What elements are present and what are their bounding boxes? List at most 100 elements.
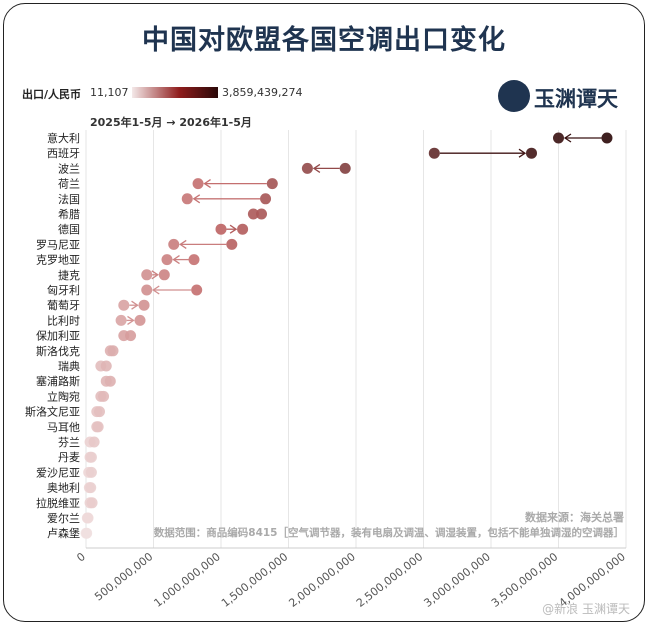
point-2026 [237,223,249,235]
x-tick-label: 2,000,000,000 [286,550,357,610]
point-2025 [256,208,267,220]
x-tick-label: 1,000,000,000 [151,550,222,610]
legend-label: 出口/人民币 [22,88,82,101]
point-2025 [141,269,153,281]
country-label: 西班牙 [47,147,80,160]
change-arrowhead [131,300,139,310]
point-2026 [86,497,98,509]
point-2026 [85,451,97,463]
legend-max: 3,859,439,274 [222,86,303,99]
point-2026 [553,132,564,144]
change-arrowhead [127,315,135,325]
point-2025 [188,254,200,266]
data-source: 数据来源：海关总署 [525,511,624,524]
country-label: 保加利亚 [36,329,80,343]
point-2026 [88,436,100,448]
point-2026 [100,360,112,372]
point-2025 [601,132,613,144]
country-label: 爱沙尼亚 [36,466,80,479]
point-2025 [260,193,272,205]
point-2026 [94,406,105,418]
point-2025 [428,147,440,159]
country-label: 罗马尼亚 [36,238,80,251]
change-arrowhead [151,270,159,280]
point-2026 [158,269,170,281]
point-2026 [192,178,204,190]
point-2026 [104,375,116,387]
brand-logo-icon [498,80,530,112]
country-label: 卢森堡 [47,526,80,540]
x-tick-label: 500,000,000 [92,550,155,603]
point-2026 [82,512,94,524]
point-2026 [526,147,537,159]
country-label: 斯洛伐克 [36,344,80,358]
dumbbell-plot: 0 500,000,0001,000,000,0001,500,000,0002,… [25,130,628,610]
x-tick-label: 2,500,000,000 [354,550,425,610]
data-scope: 数据范围：商品编码8415［空气调节器，装有电扇及调温、调湿装置，包括不能单独调… [153,527,624,539]
point-2025 [118,299,130,311]
chart-title: 中国对欧盟各国空调出口变化 [142,25,506,56]
point-2026 [85,466,97,478]
legend-color-bar [132,87,218,98]
point-2026 [125,330,137,342]
point-2026 [161,254,173,266]
country-label: 芬兰 [58,436,80,449]
change-arrowhead [192,194,201,204]
country-label: 奥地利 [47,481,80,495]
country-label: 捷克 [58,268,80,282]
point-2026 [85,482,97,494]
x-tick-label: 0 [74,550,88,565]
change-arrowhead [203,179,211,189]
point-2026 [107,345,119,357]
country-label: 塞浦路斯 [36,374,80,388]
point-2025 [339,162,351,174]
change-arrowhead [179,239,187,249]
country-label: 瑞典 [58,359,80,373]
x-tick-label: 1,500,000,000 [219,550,290,610]
point-2026 [168,238,180,250]
point-2026 [247,208,259,220]
country-label: 匈牙利 [47,283,80,297]
x-tick-label: 3,000,000,000 [421,550,492,610]
point-2026 [92,421,104,433]
point-2026 [141,284,153,296]
point-2026 [98,390,110,402]
change-arrowhead [563,133,572,143]
point-2025 [191,284,203,296]
country-label: 拉脱维亚 [36,496,80,510]
change-arrowhead [229,224,238,234]
point-2026 [301,162,313,174]
country-label: 立陶宛 [47,389,80,403]
point-2026 [134,314,146,326]
point-2026 [181,193,193,205]
country-label: 马耳他 [47,421,80,434]
country-label: 荷兰 [58,178,80,191]
point-2026 [138,299,150,311]
brand-logo: 玉渊谭天 [498,76,628,116]
country-label: 希腊 [58,207,80,221]
point-2025 [215,223,227,235]
point-2025 [266,178,278,190]
legend-min: 11,107 [90,86,129,99]
country-label: 法国 [58,192,80,206]
change-arrowhead [172,255,180,265]
change-arrowhead [312,163,321,173]
watermark: @新浪 玉渊谭天 [542,602,630,616]
country-label: 爱尔兰 [47,512,80,525]
country-label: 葡萄牙 [47,299,80,312]
country-label: 克罗地亚 [36,254,80,267]
point-2025 [226,238,238,250]
country-label: 意大利 [47,131,80,145]
change-arrowhead [518,148,527,158]
country-label: 斯洛文尼亚 [25,405,80,419]
country-label: 比利时 [47,314,80,327]
chart-frame: 中国对欧盟各国空调出口变化 出口/人民币 11,107 3,859,439,27… [3,3,645,622]
point-2025 [115,314,127,326]
period-label: 2025年1-5月 → 2026年1-5月 [90,116,252,129]
change-arrowhead [152,285,160,295]
country-label: 波兰 [58,162,80,175]
brand-logo-text: 玉渊谭天 [534,86,618,111]
country-label: 德国 [58,222,80,236]
point-2026 [81,527,93,539]
country-label: 丹麦 [58,451,80,464]
